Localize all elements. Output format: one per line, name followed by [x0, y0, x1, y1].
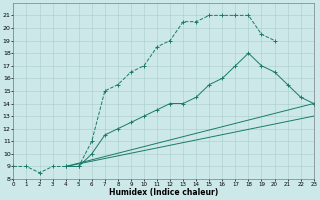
X-axis label: Humidex (Indice chaleur): Humidex (Indice chaleur)	[109, 188, 218, 197]
